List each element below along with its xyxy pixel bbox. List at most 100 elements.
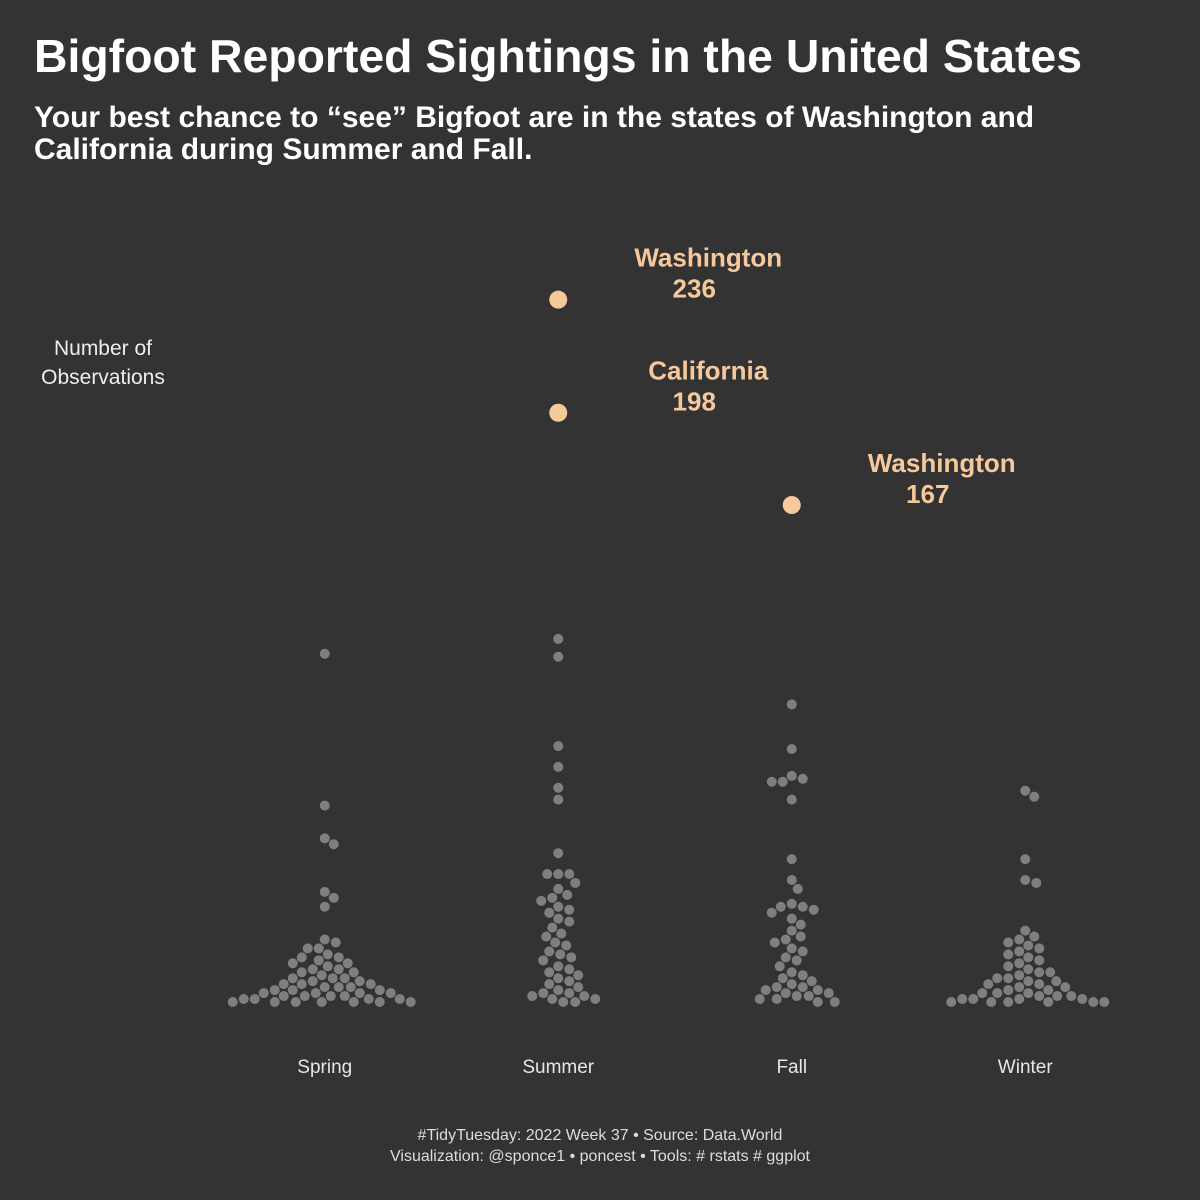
dot [553, 741, 564, 752]
dot [968, 994, 979, 1005]
annotation-label: California [648, 356, 768, 386]
dot [797, 970, 808, 981]
dot [564, 904, 575, 915]
dot [553, 761, 564, 772]
dot [791, 955, 802, 966]
highlight-dot [782, 496, 801, 515]
dot [769, 937, 780, 948]
dot [316, 997, 327, 1007]
dot [313, 955, 324, 966]
dot [1020, 925, 1031, 936]
dot [538, 955, 549, 966]
dot [553, 869, 564, 880]
caption: #TidyTuesday: 2022 Week 37 • Source: Dat… [418, 1127, 783, 1144]
dot [307, 964, 318, 975]
dot [780, 988, 791, 999]
dot [823, 988, 834, 999]
dot [553, 985, 564, 996]
dot [1023, 964, 1034, 975]
dot [786, 925, 797, 936]
y-axis-label: Number of Observations [41, 337, 165, 389]
dot [977, 988, 988, 999]
dot [327, 973, 338, 984]
dot [322, 949, 333, 960]
dot [1034, 979, 1045, 990]
x-tick-label: Fall [776, 1057, 807, 1078]
dot [1034, 955, 1045, 966]
dot [550, 937, 561, 948]
dot [570, 997, 581, 1007]
dot [1003, 985, 1014, 996]
dot [544, 979, 555, 990]
dot [536, 895, 547, 906]
dot [1020, 874, 1031, 885]
dot [797, 773, 808, 784]
annotation-value: 198 [673, 387, 716, 417]
caption: Visualization: @sponce1 • poncest • Tool… [390, 1148, 811, 1165]
dot [786, 699, 797, 710]
dot [227, 997, 238, 1007]
dot [348, 997, 359, 1007]
dot [553, 651, 564, 662]
dot [555, 949, 566, 960]
dot [1031, 877, 1042, 888]
dot [795, 931, 806, 942]
dot [319, 833, 330, 844]
dot [249, 994, 260, 1005]
dot [1052, 991, 1063, 1002]
highlight-dot [549, 403, 568, 422]
dot [786, 967, 797, 978]
dot [553, 961, 564, 972]
dot [573, 970, 584, 981]
dot [313, 943, 324, 954]
dot [1029, 791, 1040, 802]
dot [541, 931, 552, 942]
dot [766, 776, 777, 787]
dot [544, 907, 555, 918]
dot [553, 883, 564, 894]
dot [1051, 976, 1062, 987]
dot [786, 770, 797, 781]
dot [1099, 997, 1110, 1007]
dot [786, 943, 797, 954]
dot [1003, 961, 1014, 972]
dot [553, 913, 564, 924]
dot [328, 892, 339, 903]
dot [385, 988, 396, 999]
dot [547, 994, 558, 1005]
dot [542, 869, 553, 880]
dot [786, 744, 797, 755]
dot [564, 964, 575, 975]
annotation-value: 167 [906, 479, 949, 509]
dot [786, 874, 797, 885]
dot [374, 997, 385, 1007]
dot [1077, 994, 1088, 1005]
dot [1023, 988, 1034, 999]
dot [1043, 985, 1054, 996]
dot [561, 940, 572, 951]
dot [1045, 967, 1056, 978]
chart-title: Bigfoot Reported Sightings in the United… [34, 30, 1082, 82]
dot [333, 964, 344, 975]
dot [1060, 982, 1071, 993]
dot [791, 991, 802, 1002]
dot [812, 997, 823, 1007]
dot [374, 985, 385, 996]
dot [1020, 854, 1031, 865]
dot [590, 994, 601, 1005]
dot [983, 979, 994, 990]
dot [354, 988, 365, 999]
dot [527, 991, 538, 1002]
dot [1034, 943, 1045, 954]
dot [1043, 997, 1054, 1007]
dot [992, 988, 1003, 999]
dot [1034, 967, 1045, 978]
dot [348, 967, 359, 978]
dot [339, 991, 350, 1002]
dot [570, 877, 581, 888]
dot [579, 991, 590, 1002]
dot [269, 985, 280, 996]
dot [302, 943, 313, 954]
